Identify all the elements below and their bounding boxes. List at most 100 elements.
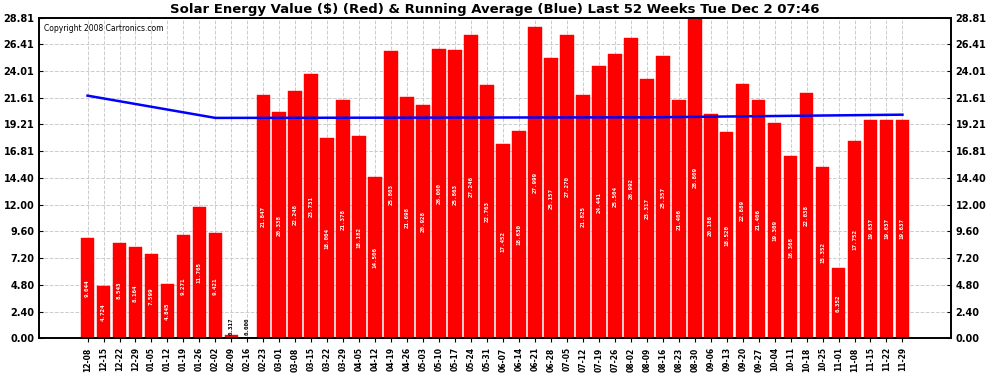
- Bar: [592, 66, 606, 338]
- Bar: [880, 120, 893, 338]
- Bar: [400, 97, 414, 338]
- Bar: [672, 100, 685, 338]
- Text: 21.825: 21.825: [580, 206, 585, 227]
- Bar: [160, 284, 174, 338]
- Bar: [417, 105, 430, 338]
- Text: 21.698: 21.698: [405, 207, 410, 228]
- Text: 4.845: 4.845: [165, 303, 170, 320]
- Text: 19.637: 19.637: [900, 219, 905, 240]
- Bar: [448, 50, 462, 338]
- Bar: [225, 335, 239, 338]
- Bar: [496, 144, 510, 338]
- Bar: [256, 95, 270, 338]
- Bar: [608, 54, 622, 338]
- Text: 27.999: 27.999: [533, 172, 538, 193]
- Text: 25.504: 25.504: [613, 186, 618, 207]
- Text: 21.378: 21.378: [341, 209, 346, 230]
- Text: 6.352: 6.352: [836, 294, 842, 312]
- Bar: [656, 56, 669, 338]
- Text: 25.357: 25.357: [660, 187, 665, 208]
- Bar: [288, 91, 302, 338]
- Text: 9.271: 9.271: [181, 278, 186, 296]
- Bar: [337, 100, 350, 338]
- Text: 9.421: 9.421: [213, 277, 218, 295]
- Bar: [528, 27, 542, 338]
- Bar: [704, 114, 718, 338]
- Bar: [640, 79, 653, 338]
- Text: 14.506: 14.506: [372, 247, 377, 268]
- Text: 8.164: 8.164: [133, 284, 138, 302]
- Bar: [720, 132, 734, 338]
- Bar: [847, 141, 861, 338]
- Text: 20.186: 20.186: [708, 215, 713, 236]
- Bar: [129, 248, 143, 338]
- Bar: [384, 51, 398, 338]
- Bar: [352, 136, 366, 338]
- Text: 18.520: 18.520: [725, 225, 730, 246]
- Bar: [544, 58, 557, 338]
- Bar: [832, 267, 845, 338]
- Bar: [145, 254, 158, 338]
- Text: 17.752: 17.752: [852, 229, 857, 250]
- Text: 18.630: 18.630: [517, 224, 522, 245]
- Title: Solar Energy Value ($) (Red) & Running Average (Blue) Last 52 Weeks Tue Dec 2 07: Solar Energy Value ($) (Red) & Running A…: [170, 3, 820, 16]
- Bar: [97, 286, 110, 338]
- Bar: [480, 85, 494, 338]
- Text: 19.309: 19.309: [772, 220, 777, 241]
- Text: 25.803: 25.803: [389, 184, 394, 205]
- Text: 15.352: 15.352: [820, 242, 825, 263]
- Bar: [784, 156, 797, 338]
- Bar: [896, 120, 909, 338]
- Text: 16.368: 16.368: [788, 237, 793, 258]
- Bar: [863, 120, 877, 338]
- Text: 20.928: 20.928: [421, 211, 426, 232]
- Text: 9.044: 9.044: [85, 279, 90, 297]
- Bar: [576, 95, 590, 338]
- Bar: [768, 123, 781, 338]
- Bar: [321, 138, 334, 338]
- Text: 28.809: 28.809: [692, 168, 697, 189]
- Text: 25.863: 25.863: [452, 184, 457, 205]
- Bar: [751, 100, 765, 338]
- Bar: [464, 35, 478, 338]
- Text: 26.992: 26.992: [629, 177, 634, 198]
- Bar: [113, 243, 127, 338]
- Bar: [560, 35, 573, 338]
- Text: 22.248: 22.248: [293, 204, 298, 225]
- Text: 22.889: 22.889: [741, 200, 745, 221]
- Text: 18.182: 18.182: [356, 226, 361, 248]
- Bar: [305, 74, 318, 338]
- Bar: [624, 38, 638, 338]
- Text: 23.317: 23.317: [644, 198, 649, 219]
- Bar: [209, 233, 222, 338]
- Text: 21.847: 21.847: [260, 206, 265, 227]
- Bar: [368, 177, 382, 338]
- Text: 22.038: 22.038: [804, 205, 809, 226]
- Text: 19.637: 19.637: [868, 219, 873, 240]
- Bar: [688, 18, 702, 338]
- Text: 0.000: 0.000: [245, 317, 249, 335]
- Text: 8.543: 8.543: [117, 282, 122, 300]
- Bar: [272, 112, 286, 338]
- Text: 25.157: 25.157: [548, 188, 553, 209]
- Bar: [736, 84, 749, 338]
- Text: 20.338: 20.338: [277, 214, 282, 236]
- Text: 18.004: 18.004: [325, 228, 330, 249]
- Bar: [816, 167, 830, 338]
- Bar: [81, 238, 94, 338]
- Text: 27.246: 27.246: [468, 176, 473, 197]
- Text: 11.765: 11.765: [197, 262, 202, 283]
- Text: 23.731: 23.731: [309, 196, 314, 217]
- Text: Copyright 2008 Cartronics.com: Copyright 2008 Cartronics.com: [44, 24, 163, 33]
- Bar: [176, 235, 190, 338]
- Text: 4.724: 4.724: [101, 303, 106, 321]
- Text: 0.317: 0.317: [229, 317, 234, 335]
- Text: 26.000: 26.000: [437, 183, 442, 204]
- Text: 17.452: 17.452: [501, 231, 506, 252]
- Bar: [800, 93, 814, 338]
- Text: 21.406: 21.406: [676, 209, 681, 230]
- Text: 27.270: 27.270: [564, 176, 569, 197]
- Bar: [433, 49, 446, 338]
- Text: 24.441: 24.441: [596, 192, 601, 213]
- Bar: [193, 207, 206, 338]
